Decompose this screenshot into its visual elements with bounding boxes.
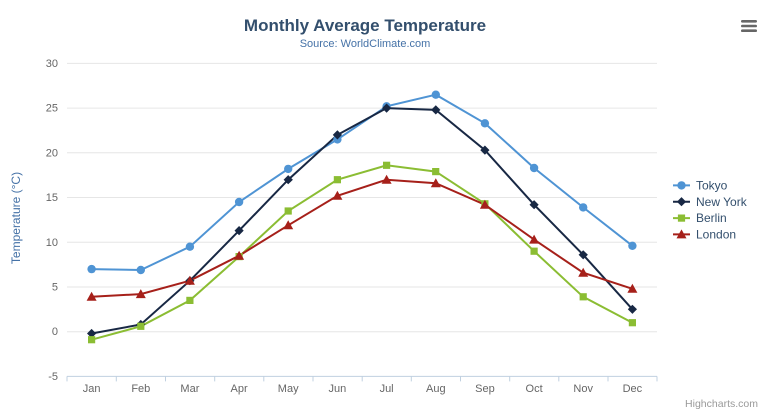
svg-text:Highcharts.com: Highcharts.com: [685, 398, 758, 410]
svg-text:London: London: [696, 228, 736, 242]
svg-text:25: 25: [46, 103, 58, 115]
svg-text:Nov: Nov: [573, 383, 593, 395]
svg-text:Aug: Aug: [426, 383, 446, 395]
svg-text:Apr: Apr: [231, 383, 248, 395]
svg-text:Temperature (°C): Temperature (°C): [9, 172, 23, 264]
svg-text:Jun: Jun: [329, 383, 347, 395]
svg-text:20: 20: [46, 147, 58, 159]
svg-text:Feb: Feb: [131, 383, 150, 395]
svg-text:Berlin: Berlin: [696, 211, 727, 225]
svg-text:15: 15: [46, 192, 58, 204]
svg-text:5: 5: [52, 282, 58, 294]
svg-text:Mar: Mar: [180, 383, 199, 395]
svg-text:Jul: Jul: [380, 383, 394, 395]
svg-text:Oct: Oct: [526, 383, 543, 395]
svg-text:May: May: [278, 383, 299, 395]
svg-text:0: 0: [52, 326, 58, 338]
svg-text:-5: -5: [48, 371, 58, 383]
svg-text:Tokyo: Tokyo: [696, 179, 728, 193]
svg-text:Jan: Jan: [83, 383, 101, 395]
svg-text:New York: New York: [696, 195, 748, 209]
svg-text:30: 30: [46, 58, 58, 70]
svg-text:Dec: Dec: [623, 383, 643, 395]
svg-text:Sep: Sep: [475, 383, 495, 395]
svg-text:10: 10: [46, 237, 58, 249]
